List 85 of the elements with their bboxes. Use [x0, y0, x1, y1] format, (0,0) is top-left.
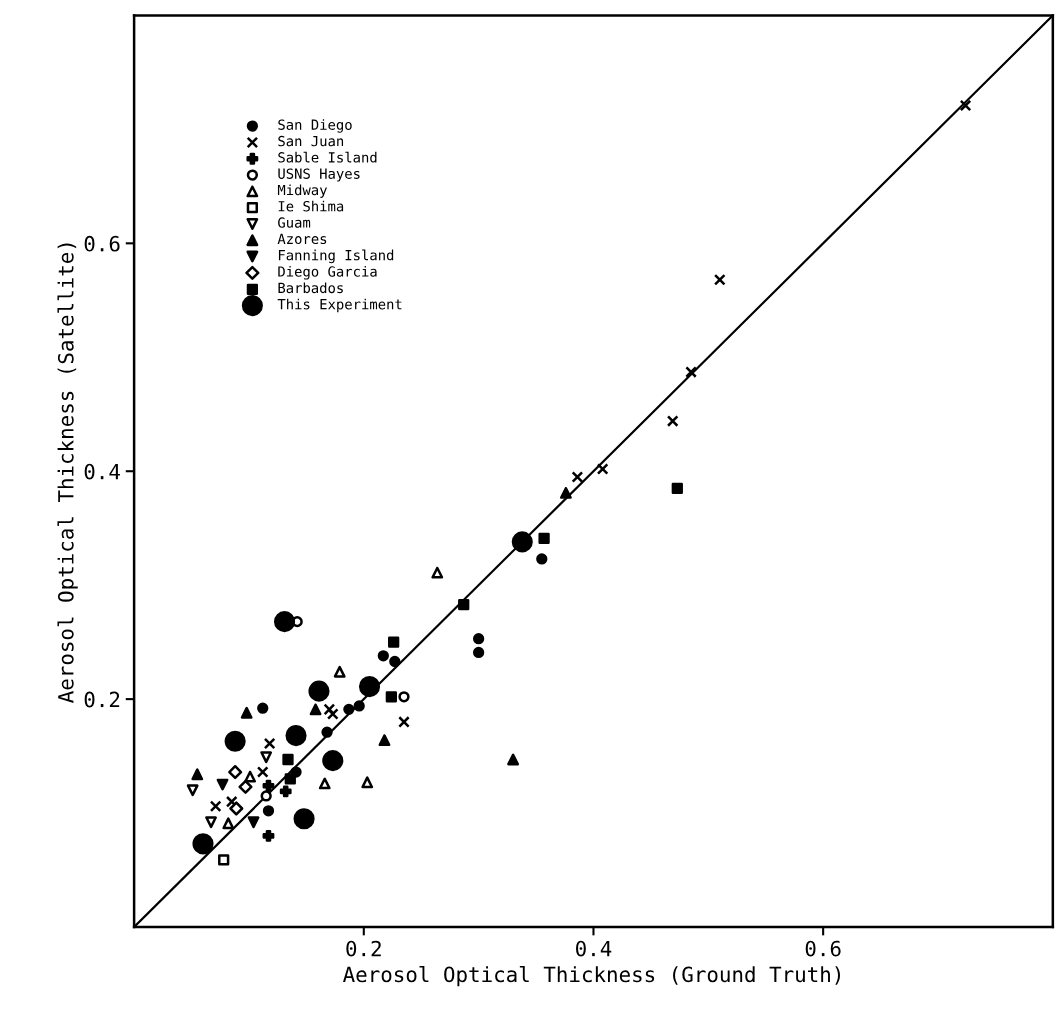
legend-label: Fanning Island [278, 249, 394, 264]
x-tick-label: 0.6 [805, 940, 841, 957]
point [685, 366, 697, 378]
point [309, 703, 322, 716]
point [666, 415, 679, 427]
point [279, 785, 292, 798]
y-axis-title: Aerosol Optical Thickness (Satellite) [57, 243, 78, 703]
legend-label: Diego Garcia [278, 266, 377, 280]
point [273, 611, 296, 633]
point [361, 776, 374, 789]
point [398, 691, 410, 703]
point [262, 829, 275, 842]
point [262, 805, 275, 817]
point [225, 795, 238, 808]
y-tick-label: 0.2 [84, 691, 120, 708]
point [560, 486, 572, 499]
point [284, 773, 296, 785]
point [257, 702, 269, 714]
legend-label: Ie Shima [278, 200, 344, 212]
point [596, 463, 609, 475]
point [216, 778, 229, 791]
legend-label: Azores [277, 233, 327, 245]
point [260, 790, 272, 802]
point [472, 633, 485, 645]
point [186, 784, 199, 797]
point [293, 808, 315, 830]
point [323, 703, 336, 716]
legend-label: Sable Island [278, 151, 377, 163]
point [388, 636, 400, 648]
legend-label: Barbados [278, 282, 343, 294]
point [244, 770, 257, 783]
point [318, 777, 331, 790]
point [511, 531, 533, 553]
point [238, 779, 253, 794]
legend-label: USNS Hayes [278, 168, 360, 182]
point [343, 703, 355, 716]
point [571, 471, 584, 483]
point [205, 816, 217, 829]
x-tick-label: 0.2 [346, 940, 381, 957]
point [378, 734, 391, 747]
y-tick-label: 0.4 [84, 463, 120, 480]
point [507, 753, 519, 766]
point [240, 706, 253, 719]
point [398, 715, 410, 728]
point [260, 751, 273, 764]
point [228, 764, 243, 780]
point [333, 665, 346, 678]
point [262, 779, 275, 792]
legend-label: San Juan [278, 135, 344, 147]
point [377, 650, 389, 662]
point [222, 817, 235, 830]
point [218, 854, 230, 866]
point [321, 726, 333, 738]
point [358, 676, 381, 698]
point [389, 655, 401, 668]
point [308, 680, 330, 702]
y-tick-label: 0.6 [84, 235, 120, 252]
point [536, 553, 548, 565]
x-tick-label: 0.4 [576, 940, 612, 957]
point [247, 816, 260, 829]
point [263, 737, 276, 750]
point [209, 800, 222, 813]
point [285, 725, 307, 747]
point [353, 700, 365, 712]
legend-label: Midway [277, 184, 327, 198]
x-axis-title: Aerosol Optical Thickness (Ground Truth) [343, 966, 840, 987]
point [191, 768, 204, 781]
point [326, 708, 339, 720]
point [256, 766, 269, 778]
point [431, 566, 444, 579]
point [224, 730, 246, 752]
point [322, 750, 344, 772]
point [538, 532, 550, 545]
point [458, 598, 470, 611]
point [385, 691, 397, 703]
legend-label: San Diego [278, 119, 352, 133]
point [192, 833, 214, 855]
point [472, 646, 485, 659]
point [713, 273, 726, 286]
legend-label: This Experiment [277, 298, 402, 313]
point [671, 482, 683, 494]
point [229, 801, 244, 816]
point [959, 99, 972, 112]
legend-label: Guam [278, 217, 311, 228]
point [282, 753, 294, 766]
